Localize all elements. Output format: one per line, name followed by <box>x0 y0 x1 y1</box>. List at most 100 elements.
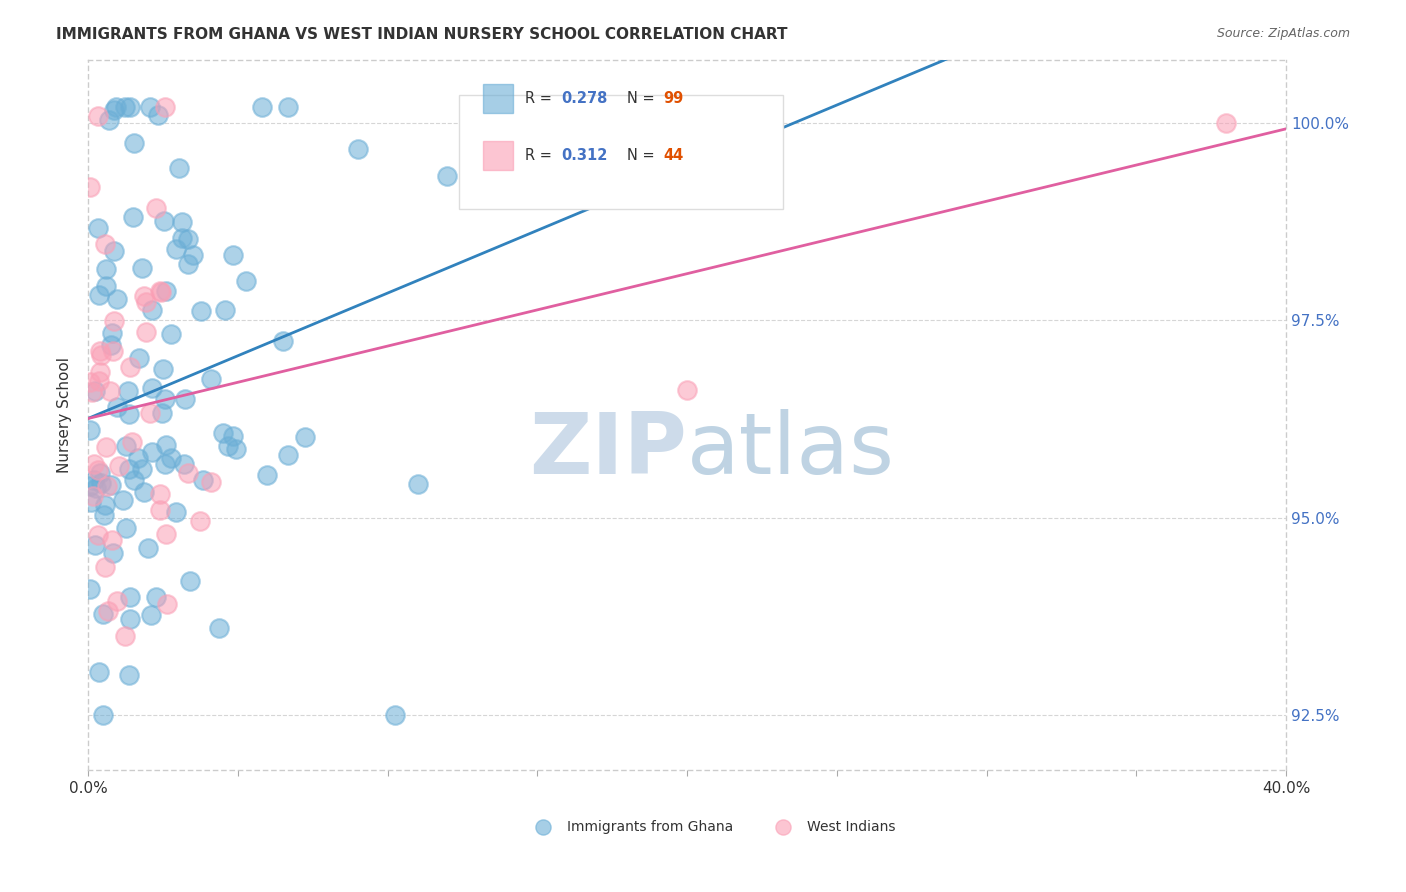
Point <box>146 108 169 122</box>
Point <box>84 538 107 552</box>
Point <box>141 607 163 622</box>
Point <box>153 457 176 471</box>
Point <box>139 100 162 114</box>
Point <box>86 528 108 542</box>
Point <box>89 365 111 379</box>
Point <box>169 161 191 175</box>
Point <box>145 201 167 215</box>
Point <box>87 220 110 235</box>
FancyBboxPatch shape <box>460 95 783 209</box>
Text: IMMIGRANTS FROM GHANA VS WEST INDIAN NURSERY SCHOOL CORRELATION CHART: IMMIGRANTS FROM GHANA VS WEST INDIAN NUR… <box>56 27 787 42</box>
Point <box>155 284 177 298</box>
Point <box>114 100 136 114</box>
Point <box>256 467 278 482</box>
Point <box>122 210 145 224</box>
Point <box>141 445 163 459</box>
Point <box>89 665 111 680</box>
Point <box>79 179 101 194</box>
Point <box>149 284 172 298</box>
Point <box>134 484 156 499</box>
Point <box>122 474 145 488</box>
Point <box>141 302 163 317</box>
Point <box>172 215 194 229</box>
Point <box>105 400 128 414</box>
Point <box>105 593 128 607</box>
Point <box>127 451 149 466</box>
Point <box>139 406 162 420</box>
Point <box>406 477 429 491</box>
Point <box>277 100 299 114</box>
Point <box>181 248 204 262</box>
Point <box>84 481 107 495</box>
Point <box>93 236 115 251</box>
Point <box>94 440 117 454</box>
Point <box>118 668 141 682</box>
Text: 99: 99 <box>664 91 683 106</box>
Point <box>200 372 222 386</box>
Text: 0.312: 0.312 <box>561 148 607 163</box>
Point <box>96 478 118 492</box>
Point <box>83 473 105 487</box>
Point <box>222 429 245 443</box>
Text: Immigrants from Ghana: Immigrants from Ghana <box>567 821 734 834</box>
Point <box>79 423 101 437</box>
Point <box>159 451 181 466</box>
Point <box>94 279 117 293</box>
Point <box>155 527 177 541</box>
Point <box>222 248 245 262</box>
Point <box>103 244 125 258</box>
Point <box>217 439 239 453</box>
Point <box>173 457 195 471</box>
Point <box>149 503 172 517</box>
Point <box>141 381 163 395</box>
Point <box>79 479 101 493</box>
Text: 0.278: 0.278 <box>561 91 607 106</box>
Point <box>135 294 157 309</box>
Text: N =: N = <box>627 91 659 106</box>
Point <box>131 462 153 476</box>
Point <box>526 147 548 161</box>
Bar <box>484 85 513 113</box>
Point <box>101 533 124 547</box>
Point <box>98 384 121 399</box>
Point <box>153 392 176 406</box>
Point <box>89 344 111 359</box>
Point <box>118 461 141 475</box>
Point <box>294 430 316 444</box>
Point <box>101 545 124 559</box>
Point <box>179 574 201 588</box>
Point <box>131 260 153 275</box>
Point <box>176 257 198 271</box>
Point <box>150 285 173 299</box>
Text: N =: N = <box>627 148 659 163</box>
Point <box>90 475 112 490</box>
Point <box>117 384 139 398</box>
Point <box>82 489 104 503</box>
Point <box>149 487 172 501</box>
Text: Source: ZipAtlas.com: Source: ZipAtlas.com <box>1216 27 1350 40</box>
Point <box>150 406 173 420</box>
Point <box>1215 116 1237 130</box>
Point <box>200 475 222 489</box>
Point <box>79 582 101 597</box>
Point <box>190 304 212 318</box>
Point <box>165 242 187 256</box>
Point <box>188 514 211 528</box>
Point <box>101 343 124 358</box>
Point <box>132 289 155 303</box>
Point <box>115 520 138 534</box>
Point <box>467 100 489 114</box>
Point <box>436 169 458 184</box>
Point <box>93 508 115 523</box>
Point <box>79 375 101 389</box>
Point <box>165 505 187 519</box>
Point <box>208 621 231 635</box>
Point <box>89 288 111 302</box>
Y-axis label: Nursery School: Nursery School <box>58 357 72 473</box>
Point <box>526 152 548 166</box>
Point <box>212 425 235 440</box>
Point <box>111 492 134 507</box>
Point <box>90 348 112 362</box>
Point <box>98 112 121 127</box>
Text: R =: R = <box>526 91 557 106</box>
